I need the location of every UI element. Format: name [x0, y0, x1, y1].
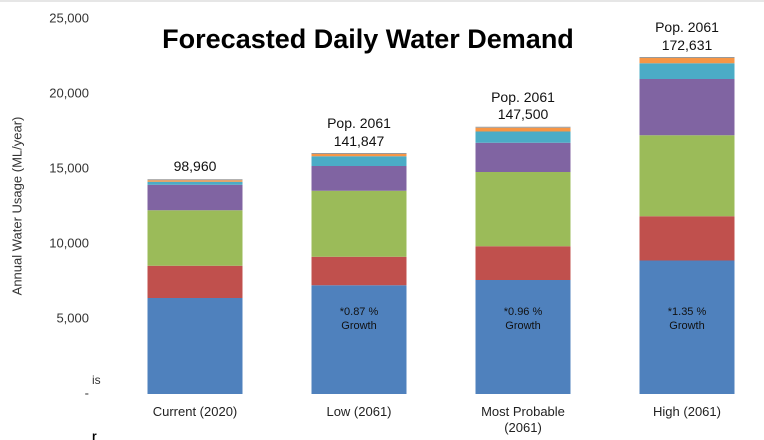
y-tick-label: 20,000	[49, 85, 89, 100]
margin-text: r	[92, 429, 97, 440]
bar-segment	[639, 79, 735, 136]
y-tick-label: 5,000	[56, 310, 89, 325]
y-tick-label: 25,000	[49, 10, 89, 25]
bar-segment	[311, 154, 407, 157]
bar-segment	[475, 280, 571, 394]
bar-segment	[475, 142, 571, 172]
x-tick-label: High (2061)	[653, 404, 721, 419]
data-label: Pop. 2061 172,631	[655, 19, 719, 53]
y-tick-label: 15,000	[49, 160, 89, 175]
bar-segment	[475, 127, 571, 132]
chart-title: Forecasted Daily Water Demand	[162, 24, 574, 54]
bar-segment	[147, 180, 243, 182]
bar-segment	[311, 256, 407, 286]
bar-segment	[639, 63, 735, 79]
growth-label: *0.87 % Growth	[339, 306, 379, 332]
bar-segment	[475, 172, 571, 247]
bar-segment	[475, 246, 571, 280]
y-tick-label: 10,000	[49, 235, 89, 250]
data-label: Pop. 2061 141,847	[327, 115, 391, 149]
bar-segment	[311, 156, 407, 166]
data-label: 98,960	[173, 158, 217, 175]
data-label: Pop. 2061 147,500	[491, 88, 555, 123]
bar-segment	[639, 260, 735, 394]
x-tick-label: Most Probable (2061)	[481, 404, 565, 436]
bar-segment	[147, 184, 243, 211]
bar-segment	[147, 181, 243, 185]
bar-segment	[147, 210, 243, 266]
bar-segment	[475, 131, 571, 143]
bar-segment	[311, 285, 407, 394]
growth-label: *0.96 % Growth	[503, 306, 543, 332]
bar-segment	[147, 298, 243, 394]
bar-segment	[311, 190, 407, 257]
y-tick-label: -	[85, 385, 89, 400]
bar-segment	[311, 166, 407, 191]
x-tick-label: Low (2061)	[326, 404, 392, 419]
bar-segment	[639, 58, 735, 64]
margin-text: is	[92, 373, 101, 387]
growth-label: *1.35 % Growth	[667, 306, 707, 332]
bar-segment	[147, 265, 243, 298]
bar-segment	[639, 216, 735, 261]
bar-segment	[639, 135, 735, 217]
x-tick-label: Current (2020)	[152, 404, 238, 419]
y-axis-label: Annual Water Usage (ML/year)	[9, 117, 24, 296]
